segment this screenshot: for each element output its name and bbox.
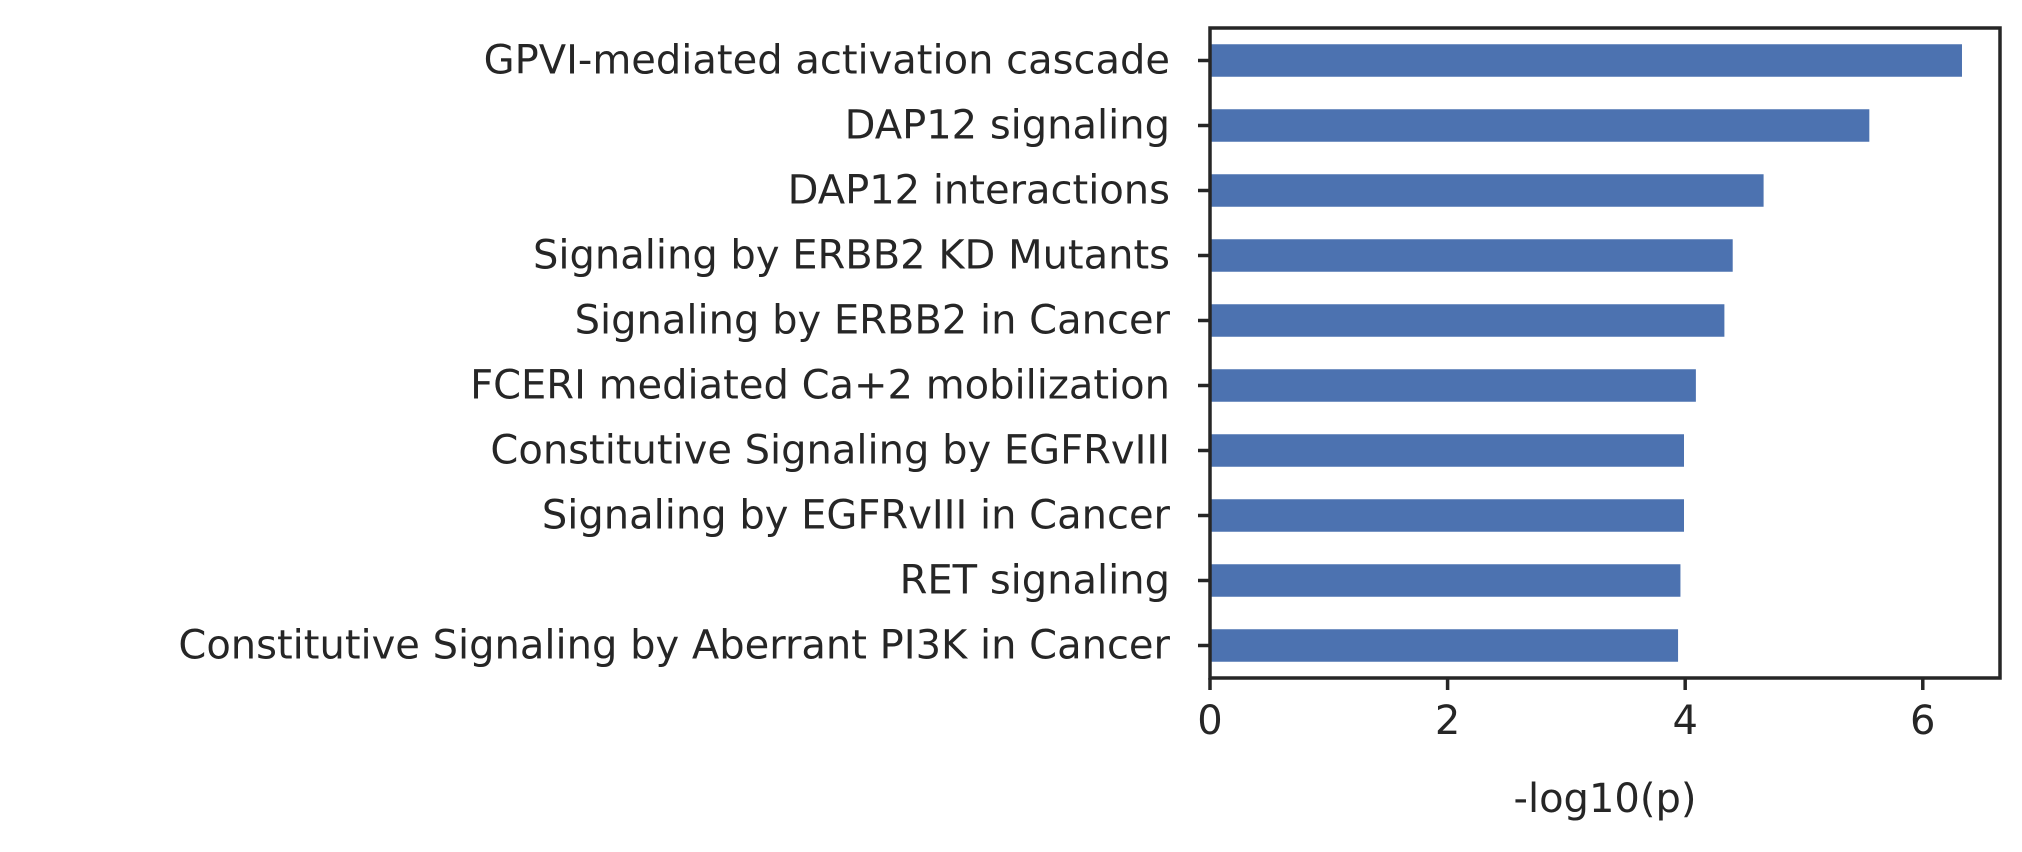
category-label: GPVI-mediated activation cascade bbox=[484, 38, 1170, 84]
category-label: DAP12 signaling bbox=[845, 103, 1170, 149]
category-label: Signaling by ERBB2 in Cancer bbox=[575, 298, 1171, 344]
bar bbox=[1210, 304, 1725, 337]
x-tick-label: 2 bbox=[1435, 698, 1460, 744]
plot-frame bbox=[1208, 26, 2002, 680]
bar bbox=[1210, 239, 1733, 272]
category-label: Constitutive Signaling by Aberrant PI3K … bbox=[178, 623, 1170, 669]
bar bbox=[1210, 629, 1679, 662]
category-label: Constitutive Signaling by EGFRvIII bbox=[490, 428, 1170, 474]
x-tick-label: 6 bbox=[1910, 698, 1935, 744]
x-tick-label: 0 bbox=[1197, 698, 1222, 744]
bar bbox=[1210, 499, 1684, 532]
x-axis-title: -log10(p) bbox=[1514, 776, 1697, 822]
bar bbox=[1210, 109, 1870, 142]
bar bbox=[1210, 434, 1684, 467]
bar bbox=[1210, 369, 1696, 402]
bar bbox=[1210, 44, 1962, 77]
category-label: Signaling by ERBB2 KD Mutants bbox=[533, 233, 1170, 279]
bars-group bbox=[1210, 44, 1962, 662]
bar bbox=[1210, 564, 1681, 597]
category-label: Signaling by EGFRvIII in Cancer bbox=[542, 493, 1171, 539]
x-ticks: 0 2 4 6 bbox=[1197, 678, 1936, 744]
category-label: DAP12 interactions bbox=[788, 168, 1170, 214]
x-tick-label: 4 bbox=[1672, 698, 1697, 744]
bar bbox=[1210, 174, 1764, 207]
y-tick-marks bbox=[1198, 58, 1210, 648]
category-label: RET signaling bbox=[900, 558, 1170, 604]
category-label: FCERI mediated Ca+2 mobilization bbox=[470, 363, 1170, 409]
category-labels: GPVI-mediated activation cascade DAP12 si… bbox=[178, 38, 1170, 669]
